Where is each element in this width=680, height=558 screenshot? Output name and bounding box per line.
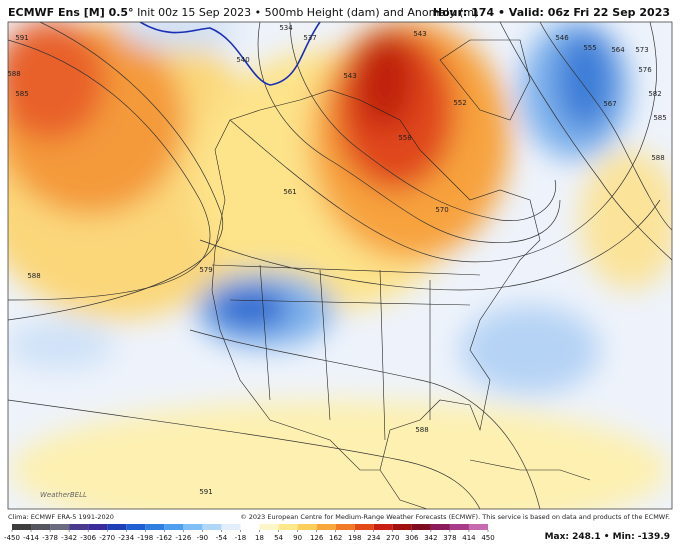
valid-time: Hour: 174 • Valid: 06z Fri 22 Sep 2023: [432, 6, 670, 19]
colorbar-segment: [392, 524, 412, 530]
contour-label: 543: [413, 30, 426, 38]
contour-label: 543: [343, 72, 356, 80]
colorbar-label: 450: [481, 534, 494, 542]
colorbar-label: 18: [255, 534, 264, 542]
colorbar-label: 162: [329, 534, 342, 542]
colorbar-label: -18: [235, 534, 246, 542]
contour-label: 579: [199, 266, 212, 274]
contour-label: 582: [648, 90, 661, 98]
contour-label: 591: [199, 488, 212, 496]
contour-label: 570: [435, 206, 448, 214]
colorbar-label: 342: [424, 534, 437, 542]
colorbar-label: -162: [156, 534, 172, 542]
colorbar-segment: [145, 524, 165, 530]
contour-label: 540: [236, 56, 249, 64]
contour-label: 573: [635, 46, 648, 54]
contour-label: 555: [583, 44, 596, 52]
contour-label: 588: [27, 272, 40, 280]
colorbar-label: -198: [137, 534, 153, 542]
colorbar-segment: [107, 524, 127, 530]
model-name: ECMWF Ens [M] 0.5°: [8, 6, 134, 19]
contour-label: 567: [603, 100, 616, 108]
colorbar-segment: [449, 524, 469, 530]
colorbar-label: -54: [216, 534, 228, 542]
colorbar-segment: [126, 524, 146, 530]
colorbar-segment: [183, 524, 203, 530]
contour-label: 588: [415, 426, 428, 434]
description: Init 00z 15 Sep 2023 • 500mb Height (dam…: [137, 6, 479, 19]
map-frame: [7, 21, 673, 510]
colorbar-segment: [164, 524, 184, 530]
colorbar-segment: [88, 524, 108, 530]
contour-label: 552: [453, 99, 466, 107]
colorbar-label: 198: [348, 534, 361, 542]
colorbar-label: 378: [443, 534, 456, 542]
540-contour: [139, 22, 321, 86]
colorbar-label: 126: [310, 534, 324, 542]
colorbar-label: -414: [23, 534, 39, 542]
contour-label: 585: [15, 90, 28, 98]
colorbar-segment: [202, 524, 222, 530]
colorbar-label: 306: [405, 534, 419, 542]
logo: WeatherBELL: [40, 491, 87, 499]
colorbar-segment: [354, 524, 374, 530]
colorbar-segment: [240, 524, 260, 530]
anomaly-field: [8, 22, 672, 509]
colorbar-segment: [50, 524, 70, 530]
colorbar-label: 414: [462, 534, 476, 542]
contour-label: 537: [303, 34, 316, 42]
colorbar-label: -90: [197, 534, 208, 542]
colorbar-label: 234: [367, 534, 381, 542]
contour-label: 588: [651, 154, 664, 162]
height-contours: [8, 22, 672, 509]
colorbar-segment: [278, 524, 298, 530]
contour-label: 591: [15, 34, 28, 42]
contour-label: 576: [638, 66, 652, 74]
colorbar-segment: [221, 524, 241, 530]
colorbar-label: -270: [99, 534, 115, 542]
colorbar-label: -450: [4, 534, 20, 542]
contour-label: 534: [279, 24, 293, 32]
land-outline: [211, 39, 591, 509]
contour-label: 558: [398, 134, 411, 142]
colorbar-segment: [297, 524, 317, 530]
contour-label: 546: [555, 34, 569, 42]
max-min: Max: 248.1 • Min: -139.9: [544, 532, 670, 542]
contour-label: 561: [283, 188, 296, 196]
contour-label: 564: [611, 46, 625, 54]
colorbar-label: 54: [274, 534, 283, 542]
colorbar-segment: [411, 524, 431, 530]
colorbar-label: -306: [80, 534, 96, 542]
colorbar-segment: [259, 524, 279, 530]
colorbar-label: -378: [42, 534, 58, 542]
copyright: © 2023 European Centre for Medium-Range …: [240, 513, 670, 521]
colorbar-segment: [373, 524, 393, 530]
colorbar-segment: [335, 524, 355, 530]
colorbar-segment: [69, 524, 89, 530]
contour-label: 585: [653, 114, 666, 122]
contour-label: 588: [7, 70, 20, 78]
colorbar-label: 90: [293, 534, 302, 542]
colorbar-label: -234: [118, 534, 134, 542]
colorbar-segment: [316, 524, 336, 530]
colorbar-segment: [12, 524, 32, 530]
colorbar-label: 270: [386, 534, 399, 542]
colorbar-label: -126: [175, 534, 191, 542]
colorbar-segment: [468, 524, 488, 530]
colorbar-segment: [430, 524, 450, 530]
colorbar-segment: [31, 524, 51, 530]
title: ECMWF Ens [M] 0.5° Init 00z 15 Sep 2023 …: [8, 6, 478, 19]
clima-note: Clima: ECMWF ERA-5 1991-2020: [8, 513, 114, 521]
colorbar-label: -342: [61, 534, 77, 542]
